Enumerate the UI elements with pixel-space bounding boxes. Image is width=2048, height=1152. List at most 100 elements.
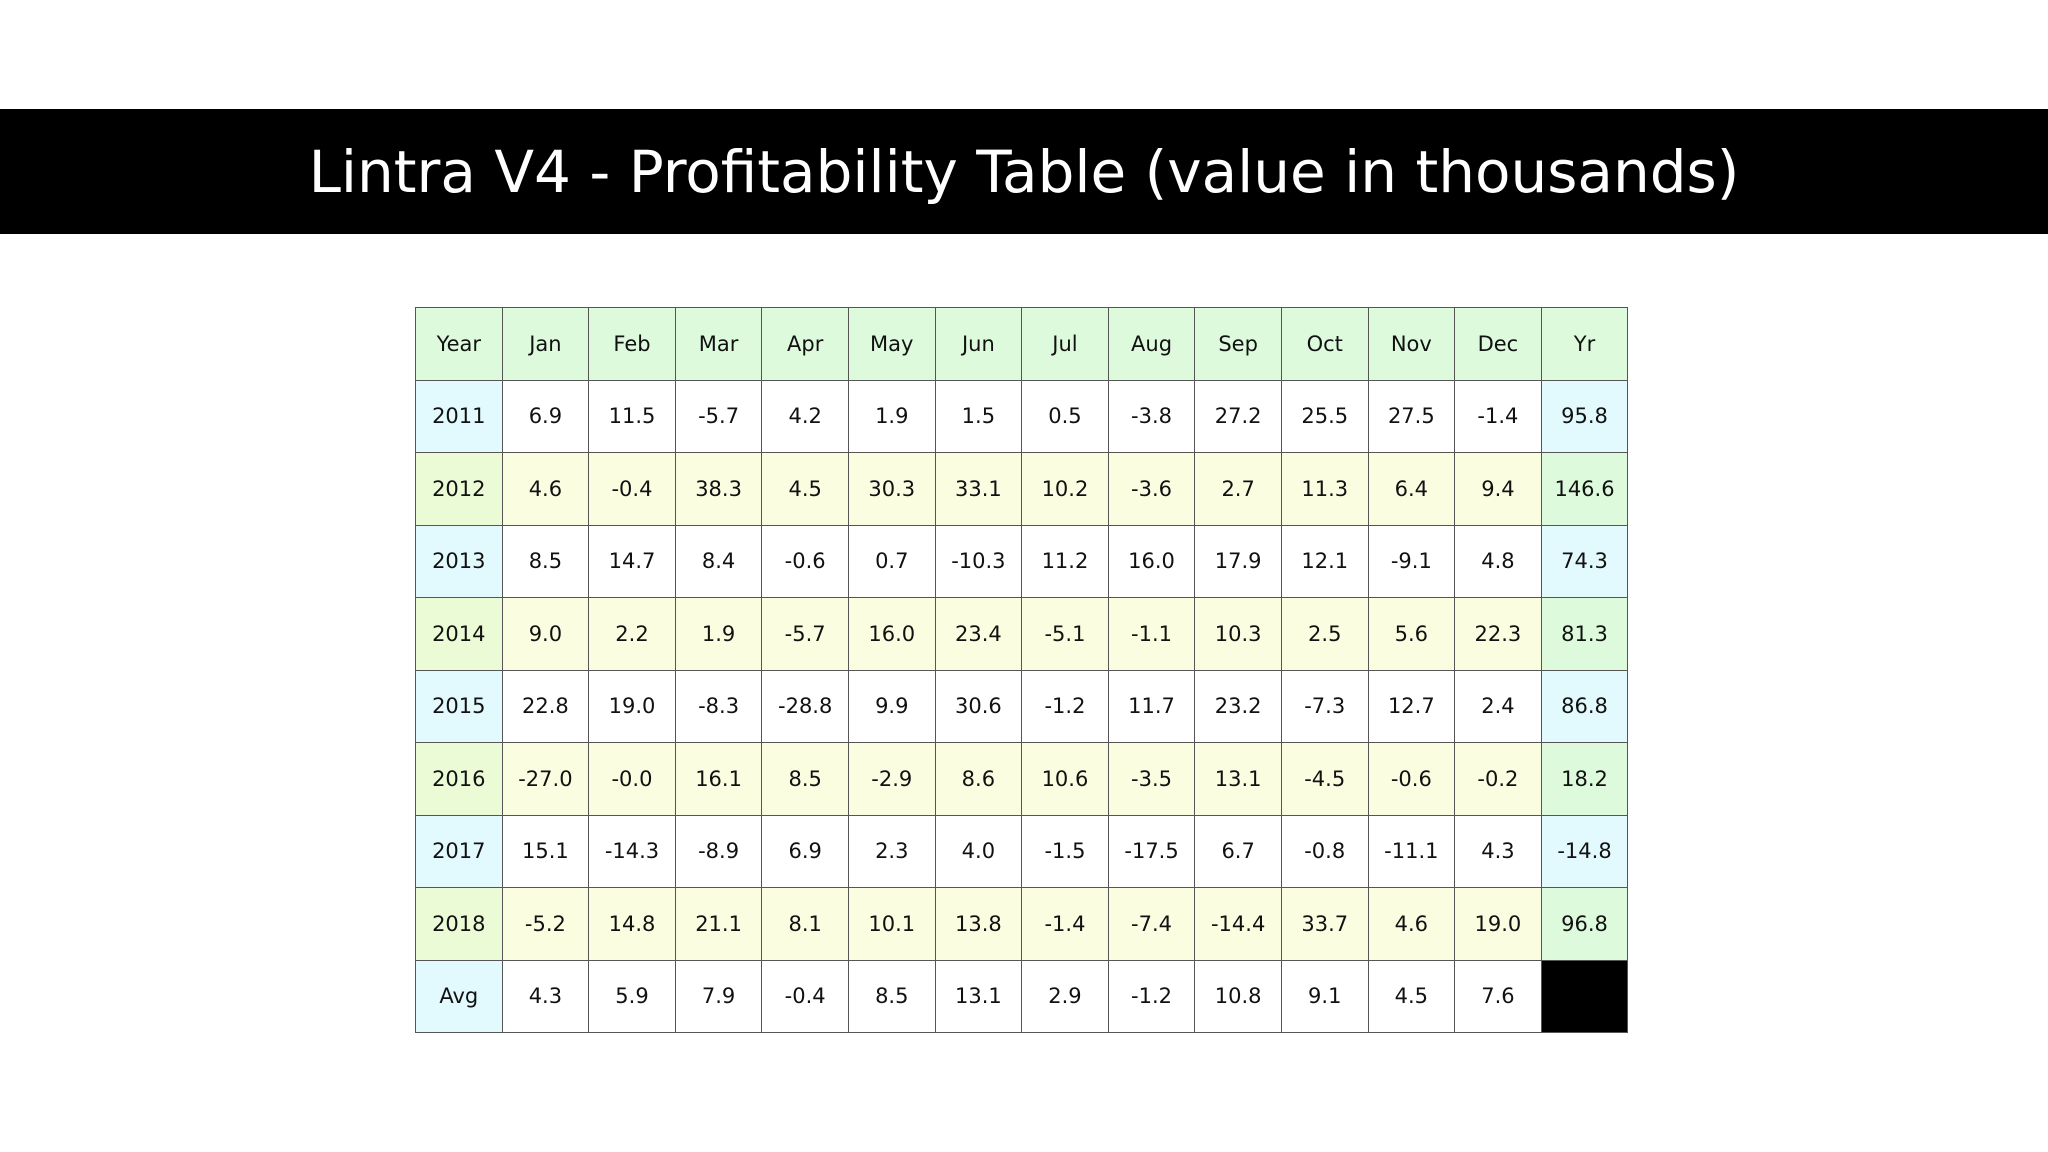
table-row: 2014 9.0 2.2 1.9 -5.7 16.0 23.4 -5.1 -1.1 10.3 2.5… xyxy=(415,597,1629,671)
table-cell: 22.8 xyxy=(501,669,590,743)
year-total-cell: 18.2 xyxy=(1540,742,1629,816)
table-cell: 10.6 xyxy=(1021,742,1109,816)
table-cell: 6.9 xyxy=(501,379,590,453)
table-cell: -10.3 xyxy=(934,524,1023,598)
table-cell: -7.4 xyxy=(1107,887,1196,961)
table-cell: 6.9 xyxy=(761,814,849,888)
table-cell: -0.2 xyxy=(1454,742,1542,816)
table-cell: -0.4 xyxy=(588,452,676,526)
average-cell: -0.4 xyxy=(761,959,849,1033)
table-cell: -5.2 xyxy=(501,887,590,961)
profitability-table-container: Year Jan Feb Mar Apr May Jun Jul Aug Sep Oct Nov Dec… xyxy=(415,307,1629,1033)
table-cell: -3.6 xyxy=(1107,452,1196,526)
column-header: Dec xyxy=(1454,307,1542,381)
table-cell: 16.0 xyxy=(847,597,936,671)
table-cell: -8.3 xyxy=(674,669,763,743)
table-cell: 15.1 xyxy=(501,814,590,888)
column-header: Yr xyxy=(1540,307,1629,381)
table-cell: 21.1 xyxy=(674,887,763,961)
column-header: Year xyxy=(415,307,503,381)
table-cell: -1.4 xyxy=(1021,887,1109,961)
table-cell: 1.5 xyxy=(934,379,1023,453)
table-cell: 2.4 xyxy=(1454,669,1542,743)
table-cell: 4.5 xyxy=(761,452,849,526)
average-cell: 13.1 xyxy=(934,959,1023,1033)
table-cell: 6.7 xyxy=(1194,814,1282,888)
column-header: Feb xyxy=(588,307,676,381)
table-cell: 25.5 xyxy=(1280,379,1369,453)
table-cell: 0.7 xyxy=(847,524,936,598)
column-header: Apr xyxy=(761,307,849,381)
average-cell: 4.5 xyxy=(1367,959,1456,1033)
table-cell: 27.5 xyxy=(1367,379,1456,453)
table-cell: -17.5 xyxy=(1107,814,1196,888)
table-cell: -9.1 xyxy=(1367,524,1456,598)
table-cell: 1.9 xyxy=(847,379,936,453)
year-total-cell: 95.8 xyxy=(1540,379,1629,453)
table-cell: 9.9 xyxy=(847,669,936,743)
table-cell: -1.1 xyxy=(1107,597,1196,671)
table-cell: -5.1 xyxy=(1021,597,1109,671)
column-header: Oct xyxy=(1280,307,1369,381)
column-header: Nov xyxy=(1367,307,1456,381)
table-cell: 4.3 xyxy=(1454,814,1542,888)
column-header: Aug xyxy=(1107,307,1196,381)
average-cell: 8.5 xyxy=(847,959,936,1033)
year-cell: 2012 xyxy=(415,452,503,526)
table-cell: 33.1 xyxy=(934,452,1023,526)
year-total-cell: -14.8 xyxy=(1540,814,1629,888)
table-cell: -0.6 xyxy=(1367,742,1456,816)
year-cell: 2015 xyxy=(415,669,503,743)
table-cell: 2.3 xyxy=(847,814,936,888)
year-cell: 2014 xyxy=(415,597,503,671)
table-cell: 4.8 xyxy=(1454,524,1542,598)
table-cell: 5.6 xyxy=(1367,597,1456,671)
table-cell: 11.5 xyxy=(588,379,676,453)
year-total-cell: 81.3 xyxy=(1540,597,1629,671)
table-cell: 14.7 xyxy=(588,524,676,598)
table-cell: 13.8 xyxy=(934,887,1023,961)
year-cell: 2017 xyxy=(415,814,503,888)
table-cell: -2.9 xyxy=(847,742,936,816)
year-total-cell: 96.8 xyxy=(1540,887,1629,961)
column-header: Jan xyxy=(501,307,590,381)
table-cell: -8.9 xyxy=(674,814,763,888)
table-cell: -11.1 xyxy=(1367,814,1456,888)
table-cell: -5.7 xyxy=(761,597,849,671)
year-total-cell: 74.3 xyxy=(1540,524,1629,598)
average-cell: 2.9 xyxy=(1021,959,1109,1033)
table-cell: -28.8 xyxy=(761,669,849,743)
table-cell: 12.7 xyxy=(1367,669,1456,743)
year-cell: 2018 xyxy=(415,887,503,961)
profitability-table: Year Jan Feb Mar Apr May Jun Jul Aug Sep Oct Nov Dec… xyxy=(415,307,1629,1033)
table-cell: -4.5 xyxy=(1280,742,1369,816)
table-cell: 33.7 xyxy=(1280,887,1369,961)
table-body: 2011 6.9 11.5 -5.7 4.2 1.9 1.5 0.5 -3.8 27.2 25.5 2… xyxy=(415,379,1629,1033)
table-cell: -0.6 xyxy=(761,524,849,598)
table-cell: 14.8 xyxy=(588,887,676,961)
table-row: 2015 22.8 19.0 -8.3 -28.8 9.9 30.6 -1.2 11.7 23.2… xyxy=(415,669,1629,743)
column-header: Jun xyxy=(934,307,1023,381)
column-header: Mar xyxy=(674,307,763,381)
page-title: Lintra V4 - Profitability Table (value i… xyxy=(308,137,1740,206)
table-cell: 11.3 xyxy=(1280,452,1369,526)
table-cell: 4.2 xyxy=(761,379,849,453)
year-cell: 2013 xyxy=(415,524,503,598)
table-row: 2011 6.9 11.5 -5.7 4.2 1.9 1.5 0.5 -3.8 27.2 25.5 2… xyxy=(415,379,1629,453)
column-header: Jul xyxy=(1021,307,1109,381)
average-cell: 7.6 xyxy=(1454,959,1542,1033)
table-cell: 4.0 xyxy=(934,814,1023,888)
table-cell: 30.6 xyxy=(934,669,1023,743)
table-cell: 19.0 xyxy=(1454,887,1542,961)
year-cell: 2011 xyxy=(415,379,503,453)
table-cell: 10.1 xyxy=(847,887,936,961)
table-cell: 13.1 xyxy=(1194,742,1282,816)
table-cell: -27.0 xyxy=(501,742,590,816)
table-cell: 10.2 xyxy=(1021,452,1109,526)
table-row: 2016 -27.0 -0.0 16.1 8.5 -2.9 8.6 10.6 -3.5 13.1-… xyxy=(415,742,1629,816)
table-cell: -1.5 xyxy=(1021,814,1109,888)
table-cell: 8.5 xyxy=(761,742,849,816)
title-bar: Lintra V4 - Profitability Table (value i… xyxy=(0,109,2048,234)
table-cell: 17.9 xyxy=(1194,524,1282,598)
table-cell: 16.0 xyxy=(1107,524,1196,598)
